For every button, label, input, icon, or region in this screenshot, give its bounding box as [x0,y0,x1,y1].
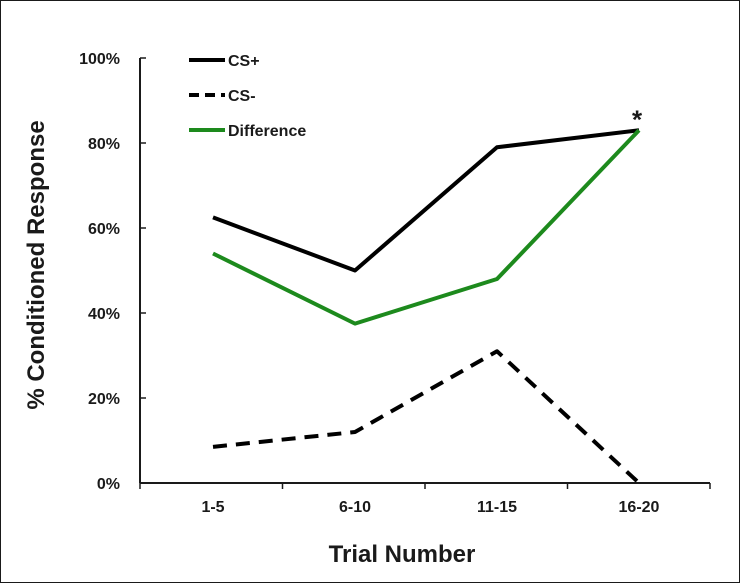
series-line-cs [212,128,640,273]
axes [139,58,710,484]
series-layer: * [212,104,643,485]
x-tick-label: 6-10 [339,499,371,516]
x-tick-label: 16-20 [619,499,660,516]
y-axis-title: % Conditioned Response [23,120,50,409]
legend-label: CS+ [228,53,260,70]
significance-annotation: * [632,104,643,134]
legend-label: CS- [228,88,256,105]
legend: CS+ CS- Difference [189,53,306,140]
x-tick-label: 1-5 [201,499,224,516]
y-tick-label: 80% [88,136,120,153]
series-line-cs [212,349,641,485]
ticks-layer: 0% 20% 40% 60% 80% 100% 1-5 6-10 11-15 16-20 [79,51,711,516]
x-tick-label: 11-15 [477,499,517,516]
y-tick-label: 0% [97,476,120,493]
y-tick-label: 40% [88,306,120,323]
legend-label: Difference [228,123,306,140]
y-tick-label: 100% [79,51,120,68]
x-axis-title: Trial Number [329,541,476,568]
y-tick-label: 20% [88,391,120,408]
y-tick-label: 60% [88,221,120,238]
series-line-difference [212,128,641,326]
